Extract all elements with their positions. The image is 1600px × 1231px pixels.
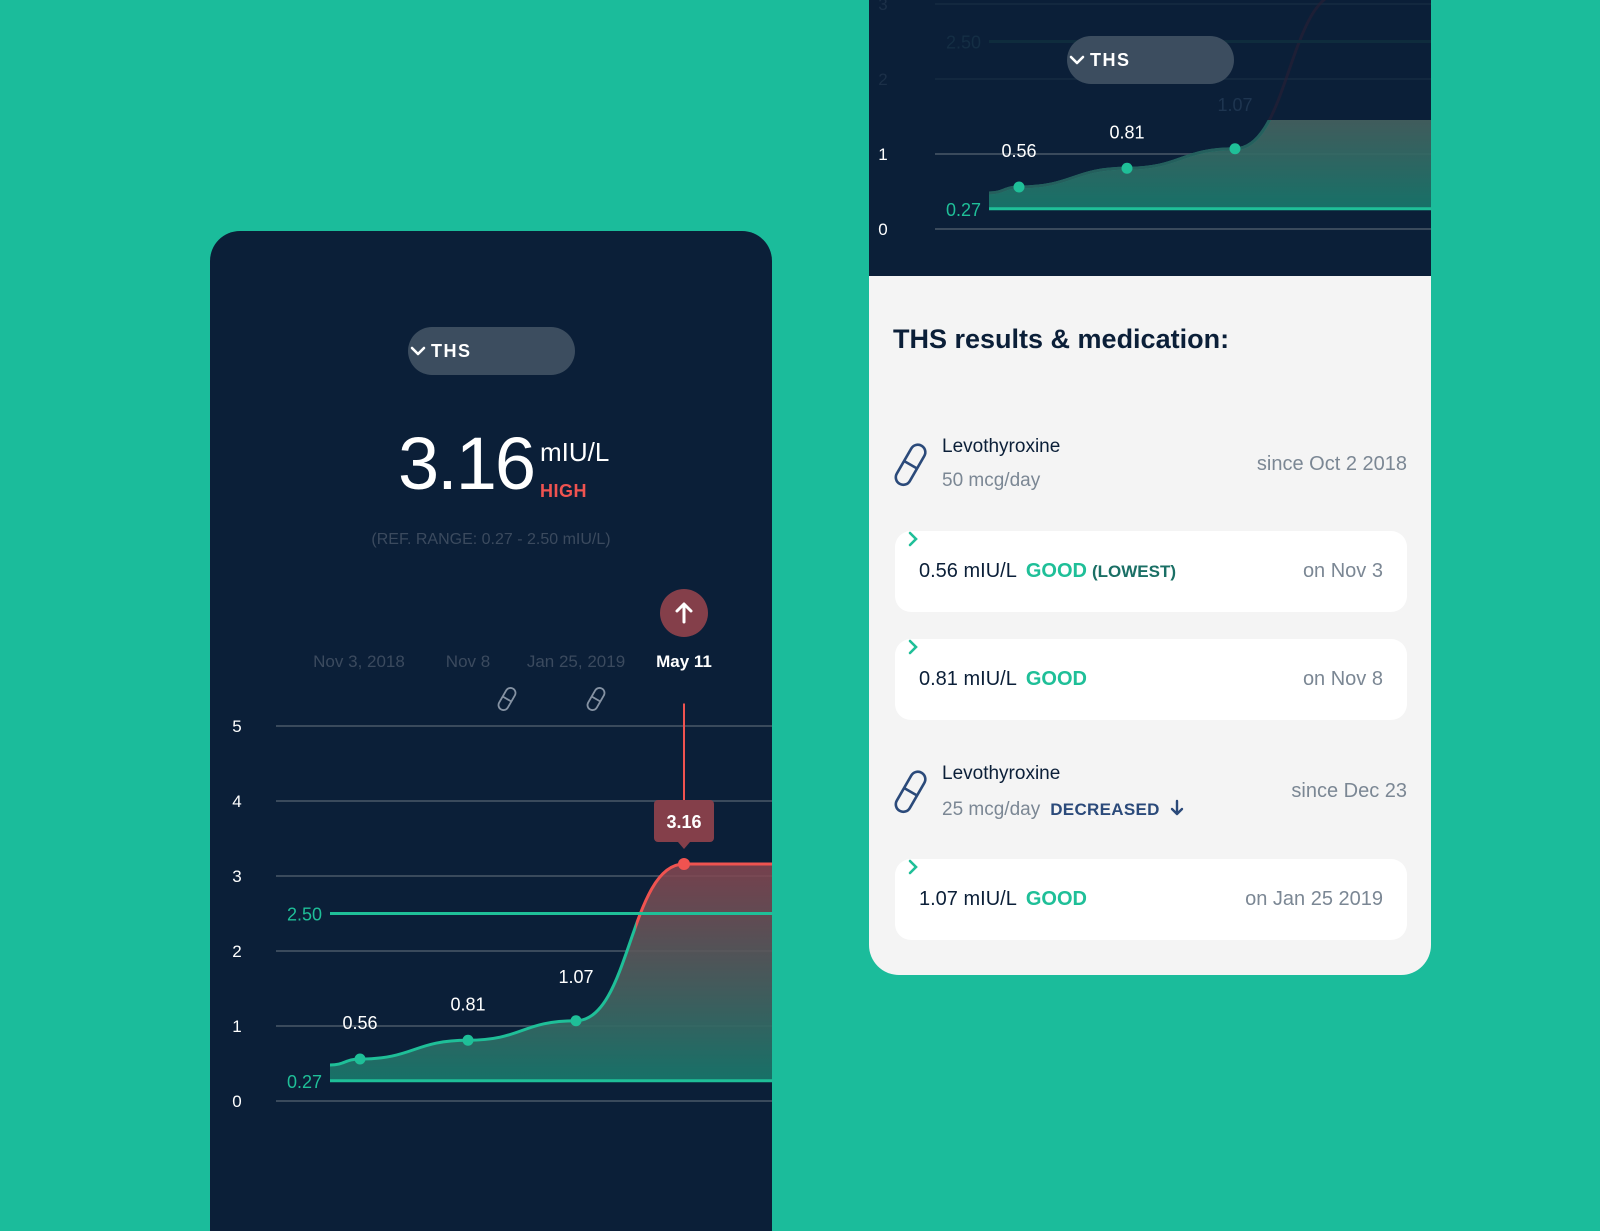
area-fill <box>989 120 1431 209</box>
pill-shape <box>586 687 606 711</box>
chart-series <box>329 862 772 1081</box>
tooltip-box <box>654 800 714 842</box>
result-date: on Nov 8 <box>1302 668 1383 690</box>
date-tab[interactable]: Nov 3, 2018 <box>313 652 405 671</box>
pill-icon <box>894 443 927 487</box>
result-status: GOOD <box>1025 560 1087 582</box>
data-label: 1.07 <box>558 967 593 987</box>
medication-dose-line: 25 mcg/day DECREASED <box>942 797 1183 821</box>
result-value: 0.56 mIU/L <box>919 560 1017 582</box>
pill-divider <box>591 695 601 703</box>
y-tick-label: 2 <box>878 70 887 89</box>
data-label: 0.56 <box>342 1013 377 1033</box>
result-row[interactable]: 0.56 mIU/L GOOD (LOWEST) on Nov 3 <box>895 531 1407 612</box>
data-label: 1.07 <box>1217 95 1252 115</box>
reference-range: (REF. RANGE: 0.27 - 2.50 mIU/L) <box>371 531 611 548</box>
data-label: 0.81 <box>450 994 485 1014</box>
result-status: GOOD <box>1025 668 1087 690</box>
y-tick-label: 0 <box>878 220 887 239</box>
data-point-selected <box>678 858 690 870</box>
selector-label: THS <box>1090 49 1131 70</box>
current-unit: mIU/L <box>540 437 610 467</box>
reference-label: 0.27 <box>287 1072 322 1092</box>
y-tick-label: 5 <box>232 717 241 736</box>
section-title: THS results & medication: <box>893 324 1230 354</box>
y-tick-label: 4 <box>232 792 241 811</box>
result-status: GOOD <box>1025 888 1087 910</box>
arrow-up-icon <box>675 602 693 624</box>
area-fill <box>330 864 772 1081</box>
lab-result-card: 0 1 2 3 4 5 0.27 2.50 0.56 0.81 1.07 3.16 THS 3.16 … <box>210 231 772 1231</box>
reference-label: 0.27 <box>946 200 981 220</box>
medication-item: Levothyroxine 50 mcg/day since Oct 2 201… <box>893 436 1407 506</box>
arrow-down-icon <box>1170 799 1183 816</box>
result-value: 0.81 mIU/L <box>919 668 1017 690</box>
pill-icon <box>586 687 606 711</box>
data-point <box>1121 162 1133 174</box>
selector-label: THS <box>431 340 472 361</box>
medication-since: since Oct 2 2018 <box>1256 453 1407 475</box>
data-point <box>462 1034 474 1046</box>
result-row[interactable]: 1.07 mIU/L GOOD on Jan 25 2019 <box>895 859 1407 940</box>
y-tick-label: 1 <box>878 145 887 164</box>
medication-dose: 25 mcg/day <box>942 799 1041 820</box>
y-tick-label: 3 <box>878 0 887 14</box>
series-line-faded <box>988 0 1327 195</box>
result-note: (LOWEST) <box>1091 561 1176 581</box>
tooltip-pointer <box>678 842 690 849</box>
y-tick-label: 1 <box>232 1017 241 1036</box>
chevron-right-icon <box>908 531 918 547</box>
reference-label: 2.50 <box>946 33 981 53</box>
y-tick-label: 3 <box>232 867 241 886</box>
chevron-right-icon <box>908 639 918 655</box>
tooltip-value: 3.16 <box>666 812 701 832</box>
y-tick-label: 2 <box>232 942 241 961</box>
data-point <box>1013 181 1025 193</box>
chevron-down-icon <box>410 346 426 356</box>
reference-label: 2.50 <box>287 905 322 925</box>
status-badge: HIGH <box>540 481 587 501</box>
result-value: 1.07 mIU/L <box>919 888 1017 910</box>
pill-icon <box>894 770 927 814</box>
chevron-right-icon <box>908 859 918 875</box>
data-label: 0.56 <box>1001 141 1036 161</box>
medication-name: Levothyroxine <box>942 436 1061 457</box>
data-point <box>1229 143 1241 155</box>
pill-shape <box>497 687 517 711</box>
test-selector-dropdown[interactable]: THS <box>1067 36 1234 84</box>
data-point <box>354 1053 366 1065</box>
medication-since: since Dec 23 <box>1291 780 1407 802</box>
scroll-up-button[interactable] <box>660 589 708 637</box>
date-tab[interactable]: Jan 25, 2019 <box>526 652 626 671</box>
pill-icon <box>497 687 517 711</box>
chart-series <box>988 120 1431 209</box>
result-row[interactable]: 0.81 mIU/L GOOD on Nov 8 <box>895 639 1407 720</box>
result-date: on Nov 3 <box>1302 560 1383 582</box>
medication-name: Levothyroxine <box>942 763 1061 784</box>
dose-change-badge: DECREASED <box>1050 800 1160 819</box>
date-tab[interactable]: Nov 8 <box>445 652 491 671</box>
date-tab-selected[interactable]: May 11 <box>656 652 712 671</box>
medication-dose: 50 mcg/day <box>942 470 1041 491</box>
medication-item: Levothyroxine 25 mcg/day DECREASED since … <box>893 763 1407 833</box>
data-label: 0.81 <box>1109 122 1144 142</box>
current-value: 3.16 <box>398 422 536 505</box>
data-point <box>570 1015 582 1027</box>
pill-divider <box>502 695 512 703</box>
ths-chart: 0 1 2 3 4 5 0.27 2.50 0.56 0.81 1.07 3.16 <box>232 687 772 1111</box>
chevron-down-icon <box>1069 55 1085 65</box>
y-tick-label: 0 <box>232 1092 241 1111</box>
test-selector-dropdown[interactable]: THS <box>408 327 575 375</box>
result-date: on Jan 25 2019 <box>1245 888 1383 910</box>
